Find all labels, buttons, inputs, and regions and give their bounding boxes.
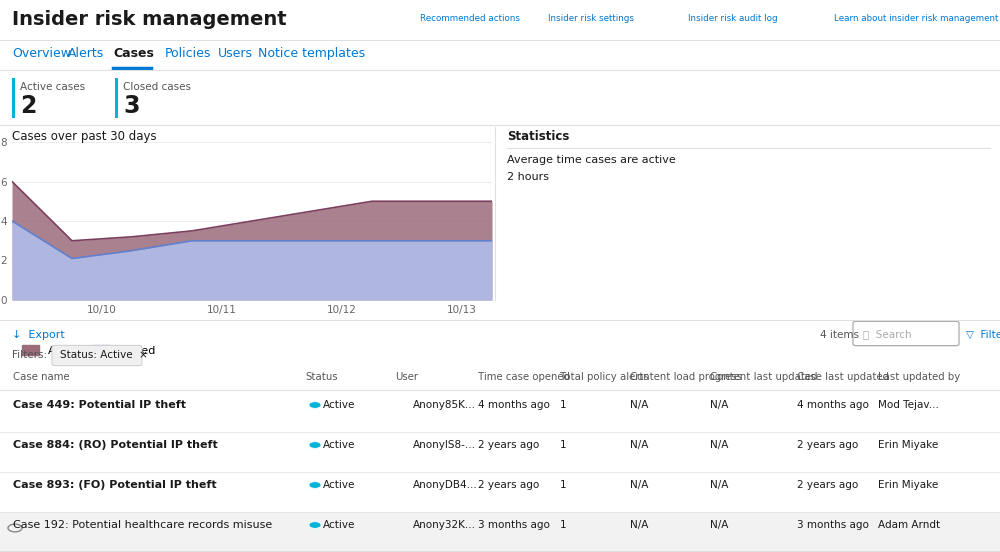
Text: 1: 1: [560, 520, 567, 530]
Text: N/A: N/A: [710, 480, 728, 490]
Text: AnonyIS8-...: AnonyIS8-...: [413, 440, 476, 450]
Text: N/A: N/A: [630, 400, 648, 410]
Text: Average time cases are active: Average time cases are active: [507, 155, 676, 165]
Text: 1: 1: [560, 440, 567, 450]
Text: Status: Active  ×: Status: Active ×: [60, 350, 148, 360]
Text: Content last updated: Content last updated: [710, 372, 818, 382]
Text: AnonyDB4...: AnonyDB4...: [413, 480, 478, 490]
Text: 3 months ago: 3 months ago: [797, 520, 869, 530]
Text: Case 449: Potential IP theft: Case 449: Potential IP theft: [13, 400, 186, 410]
Text: Active: Active: [323, 400, 355, 410]
Text: N/A: N/A: [630, 520, 648, 530]
Text: ↓  Export: ↓ Export: [12, 330, 65, 340]
Text: Content load progress: Content load progress: [630, 372, 742, 382]
Text: Alerts: Alerts: [68, 47, 104, 60]
Text: Anony85K...: Anony85K...: [413, 400, 476, 410]
Text: Insider risk management: Insider risk management: [12, 10, 287, 29]
Text: Status: Status: [305, 372, 338, 382]
Legend: Active, Closed: Active, Closed: [18, 341, 161, 360]
Text: Active: Active: [323, 520, 355, 530]
Text: Mod Tejav...: Mod Tejav...: [878, 400, 939, 410]
Text: Recommended actions: Recommended actions: [420, 14, 520, 23]
Text: Total policy alerts: Total policy alerts: [560, 372, 649, 382]
Text: Users: Users: [218, 47, 253, 60]
Text: Notice templates: Notice templates: [258, 47, 365, 60]
Text: User: User: [395, 372, 418, 382]
Text: N/A: N/A: [710, 440, 728, 450]
Text: Insider risk settings: Insider risk settings: [548, 14, 634, 23]
Text: Last updated by: Last updated by: [878, 372, 960, 382]
Text: 4 items: 4 items: [820, 330, 859, 340]
Text: 3: 3: [123, 94, 140, 118]
Text: Overview: Overview: [12, 47, 71, 60]
Text: Cases: Cases: [113, 47, 154, 60]
Text: Case 884: (RO) Potential IP theft: Case 884: (RO) Potential IP theft: [13, 440, 218, 450]
Text: ▽  Filter: ▽ Filter: [966, 330, 1000, 340]
Text: Active: Active: [323, 440, 355, 450]
Text: Time case opened: Time case opened: [478, 372, 570, 382]
Text: 1: 1: [560, 400, 567, 410]
Text: N/A: N/A: [710, 400, 728, 410]
Text: 🔍  Search: 🔍 Search: [863, 329, 912, 339]
Text: Case last updated: Case last updated: [797, 372, 889, 382]
Text: N/A: N/A: [710, 520, 728, 530]
Text: Learn about insider risk management: Learn about insider risk management: [834, 14, 998, 23]
Text: Case 192: Potential healthcare records misuse: Case 192: Potential healthcare records m…: [13, 520, 272, 530]
Text: N/A: N/A: [630, 480, 648, 490]
Text: Active: Active: [323, 480, 355, 490]
Text: 1: 1: [560, 480, 567, 490]
Text: Active cases: Active cases: [20, 82, 85, 92]
Text: 2 years ago: 2 years ago: [478, 480, 539, 490]
Text: 4 months ago: 4 months ago: [478, 400, 550, 410]
Text: Adam Arndt: Adam Arndt: [878, 520, 940, 530]
Text: Erin Miyake: Erin Miyake: [878, 480, 938, 490]
Text: 4 months ago: 4 months ago: [797, 400, 869, 410]
Text: Erin Miyake: Erin Miyake: [878, 440, 938, 450]
Text: Closed cases: Closed cases: [123, 82, 191, 92]
Text: Anony32K...: Anony32K...: [413, 520, 476, 530]
Text: 2: 2: [20, 94, 36, 118]
Text: 3 months ago: 3 months ago: [478, 520, 550, 530]
Text: Policies: Policies: [165, 47, 211, 60]
Text: 2 years ago: 2 years ago: [797, 480, 858, 490]
Text: 2 years ago: 2 years ago: [478, 440, 539, 450]
Text: N/A: N/A: [630, 440, 648, 450]
Text: Case name: Case name: [13, 372, 70, 382]
Text: Insider risk audit log: Insider risk audit log: [688, 14, 778, 23]
Text: Cases over past 30 days: Cases over past 30 days: [12, 130, 157, 143]
Text: Case 893: (FO) Potential IP theft: Case 893: (FO) Potential IP theft: [13, 480, 217, 490]
Text: Filters:: Filters:: [12, 350, 47, 360]
Text: 2 hours: 2 hours: [507, 172, 549, 182]
Text: Statistics: Statistics: [507, 130, 569, 143]
Text: 2 years ago: 2 years ago: [797, 440, 858, 450]
